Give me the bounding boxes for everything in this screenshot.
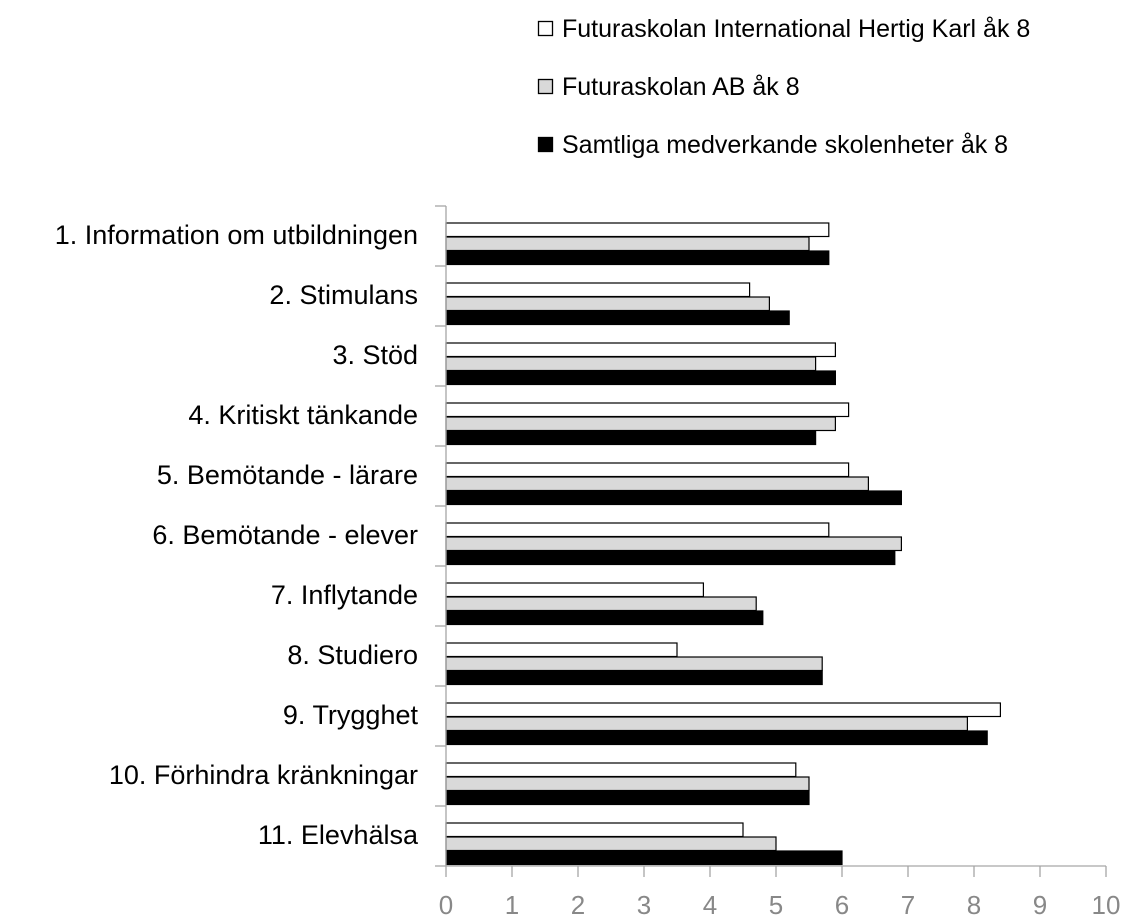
bar-8-series-1 [445,642,678,658]
bar-1-series-1 [445,222,830,238]
category-label-10: 10. Förhindra kränkningar [109,760,418,790]
legend-swatch-3 [537,136,554,153]
bar-1-series-3 [445,250,830,266]
category-label-7: 7. Inflytande [271,580,418,610]
bar-11-series-1 [445,822,744,838]
category-label-8: 8. Studiero [287,640,418,670]
bar-6-series-1 [445,522,830,538]
bar-9-series-3 [445,730,988,746]
bar-11-series-2 [445,836,777,852]
bar-7-series-1 [445,582,704,598]
bar-3-series-2 [445,356,817,372]
bar-2-series-1 [445,282,751,298]
legend-swatch-2 [537,78,554,95]
bar-7-series-3 [445,610,764,626]
category-label-2: 2. Stimulans [269,280,418,310]
x-tick-label-10: 10 [1092,890,1121,920]
bar-3-series-1 [445,342,836,358]
bar-5-series-1 [445,462,850,478]
bar-2-series-3 [445,310,790,326]
bars [445,222,1002,866]
category-label-6: 6. Bemötande - elever [152,520,418,550]
bar-4-series-2 [445,416,836,432]
x-tick-label-2: 2 [571,890,585,920]
category-label-5: 5. Bemötande - lärare [157,460,418,490]
x-tick-labels: 0 1 2 3 4 5 6 7 8 9 10 [439,890,1121,920]
axes [435,205,1107,877]
x-tick-label-1: 1 [505,890,519,920]
bar-10-series-3 [445,790,810,806]
category-label-3: 3. Stöd [332,340,418,370]
bar-2-series-2 [445,296,770,312]
bar-8-series-2 [445,656,823,672]
category-labels: 1. Information om utbildningen 2. Stimula… [55,220,419,850]
x-tick-label-6: 6 [835,890,849,920]
bar-10-series-2 [445,776,810,792]
x-tick-label-4: 4 [703,890,717,920]
x-tick-label-7: 7 [901,890,915,920]
legend-swatch-1 [537,20,554,37]
bar-8-series-3 [445,670,823,686]
legend-label-3: Samtliga medverkande skolenheter åk 8 [562,131,1008,159]
bar-9-series-1 [445,702,1002,718]
category-label-9: 9. Trygghet [283,700,419,730]
chart-legend: Futuraskolan International Hertig Karl å… [537,15,1030,159]
bar-6-series-3 [445,550,896,566]
bar-6-series-2 [445,536,902,552]
bar-5-series-2 [445,476,869,492]
bar-4-series-1 [445,402,850,418]
bar-5-series-3 [445,490,902,506]
x-tick-label-0: 0 [439,890,453,920]
bar-11-series-3 [445,850,843,866]
x-tick-label-8: 8 [967,890,981,920]
legend-label-2: Futuraskolan AB åk 8 [562,73,800,101]
x-tick-label-3: 3 [637,890,651,920]
category-label-11: 11. Elevhälsa [258,820,419,850]
category-label-1: 1. Information om utbildningen [55,220,418,250]
x-tick-label-9: 9 [1033,890,1047,920]
bar-1-series-2 [445,236,810,252]
bar-7-series-2 [445,596,757,612]
bar-3-series-3 [445,370,836,386]
bar-9-series-2 [445,716,969,732]
category-label-4: 4. Kritiskt tänkande [188,400,418,430]
bar-4-series-3 [445,430,817,446]
x-tick-label-5: 5 [769,890,783,920]
legend-label-1: Futuraskolan International Hertig Karl å… [562,15,1030,43]
bar-10-series-1 [445,762,797,778]
